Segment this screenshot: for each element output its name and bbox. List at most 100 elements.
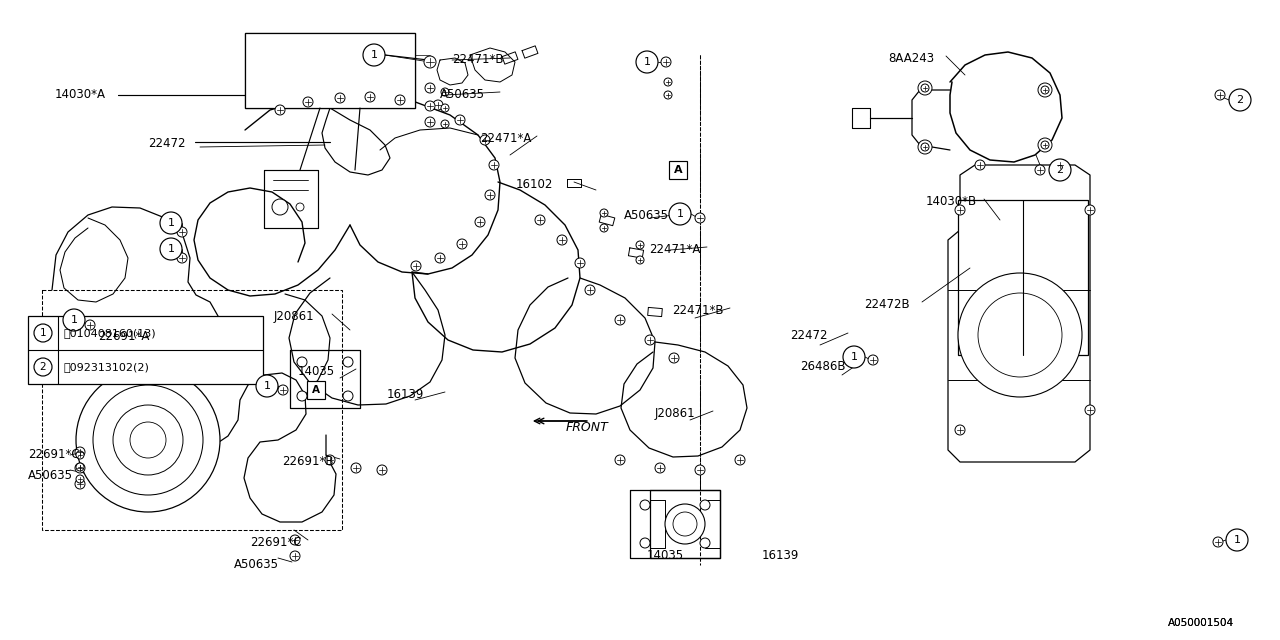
Circle shape (76, 463, 84, 471)
Circle shape (480, 135, 490, 145)
Text: A050001504: A050001504 (1169, 618, 1234, 628)
Circle shape (922, 84, 929, 92)
Text: A50635: A50635 (440, 88, 485, 101)
Circle shape (614, 455, 625, 465)
Circle shape (425, 83, 435, 93)
Text: 1: 1 (370, 50, 378, 60)
Circle shape (291, 551, 300, 561)
Text: A50635: A50635 (234, 558, 279, 571)
Circle shape (485, 190, 495, 200)
Text: 1: 1 (677, 209, 684, 219)
Circle shape (343, 391, 353, 401)
Text: 26486B: 26486B (800, 360, 846, 373)
Bar (244, 33, 415, 108)
Circle shape (475, 217, 485, 227)
Text: 22691*C: 22691*C (28, 448, 79, 461)
Circle shape (1038, 138, 1052, 152)
Circle shape (296, 203, 305, 211)
Circle shape (1041, 141, 1050, 149)
Circle shape (35, 324, 52, 342)
Circle shape (160, 212, 182, 234)
Circle shape (411, 261, 421, 271)
Text: 8AA243: 8AA243 (888, 52, 934, 65)
Text: 2: 2 (1236, 95, 1244, 105)
Circle shape (918, 81, 932, 95)
Circle shape (700, 538, 710, 548)
Text: 22472: 22472 (148, 137, 186, 150)
Circle shape (364, 44, 385, 66)
Circle shape (177, 253, 187, 263)
Text: 1: 1 (70, 315, 78, 325)
Circle shape (695, 465, 705, 475)
Circle shape (1041, 86, 1050, 94)
Circle shape (600, 209, 608, 217)
Circle shape (351, 463, 361, 473)
Circle shape (76, 475, 84, 483)
Text: A050001504: A050001504 (1169, 618, 1234, 628)
Circle shape (955, 425, 965, 435)
Circle shape (664, 78, 672, 86)
Text: 14030*B: 14030*B (925, 195, 977, 208)
Circle shape (1055, 160, 1065, 170)
Text: J20861: J20861 (655, 407, 695, 420)
Circle shape (84, 320, 95, 330)
Text: 1: 1 (168, 244, 174, 254)
Circle shape (442, 104, 449, 112)
Circle shape (275, 105, 285, 115)
Text: 16139: 16139 (762, 549, 800, 562)
Text: 16102: 16102 (516, 178, 553, 191)
Bar (957, 200, 1088, 355)
Text: 1: 1 (40, 328, 46, 338)
Circle shape (735, 455, 745, 465)
Circle shape (978, 293, 1062, 377)
Circle shape (131, 422, 166, 458)
Circle shape (1213, 537, 1222, 547)
Text: 1: 1 (644, 57, 650, 67)
Circle shape (442, 88, 449, 96)
Circle shape (160, 238, 182, 260)
Text: Ⓑ010408160(13): Ⓑ010408160(13) (63, 328, 156, 338)
Circle shape (335, 93, 346, 103)
Circle shape (93, 385, 204, 495)
Circle shape (424, 56, 436, 68)
Circle shape (655, 463, 666, 473)
Circle shape (457, 239, 467, 249)
Circle shape (669, 203, 691, 225)
Text: A: A (673, 165, 682, 175)
Circle shape (1229, 89, 1251, 111)
Circle shape (425, 117, 435, 127)
Text: FRONT: FRONT (566, 421, 609, 434)
Circle shape (600, 224, 608, 232)
Circle shape (76, 368, 220, 512)
Circle shape (433, 100, 443, 110)
Circle shape (325, 455, 335, 465)
Text: 14035: 14035 (298, 365, 335, 378)
Circle shape (640, 500, 650, 510)
Circle shape (1085, 405, 1094, 415)
Circle shape (76, 479, 84, 489)
Circle shape (396, 95, 404, 105)
Circle shape (695, 213, 705, 223)
Circle shape (1036, 165, 1044, 175)
Circle shape (922, 143, 929, 151)
Circle shape (557, 235, 567, 245)
Circle shape (645, 335, 655, 345)
Text: 1: 1 (264, 381, 270, 391)
Text: 22691*A: 22691*A (99, 330, 150, 343)
Circle shape (955, 205, 965, 215)
Circle shape (343, 357, 353, 367)
Text: 22472B: 22472B (864, 298, 910, 311)
Circle shape (585, 285, 595, 295)
Bar (307, 381, 325, 399)
Text: 22691*B: 22691*B (282, 455, 334, 468)
Bar (669, 161, 687, 179)
Circle shape (1215, 90, 1225, 100)
Text: 22471*A: 22471*A (480, 132, 531, 145)
Circle shape (425, 101, 435, 111)
Circle shape (76, 463, 84, 473)
Circle shape (435, 253, 445, 263)
Circle shape (669, 353, 678, 363)
Text: 22471*B: 22471*B (452, 53, 503, 66)
Circle shape (975, 160, 986, 170)
Circle shape (535, 215, 545, 225)
